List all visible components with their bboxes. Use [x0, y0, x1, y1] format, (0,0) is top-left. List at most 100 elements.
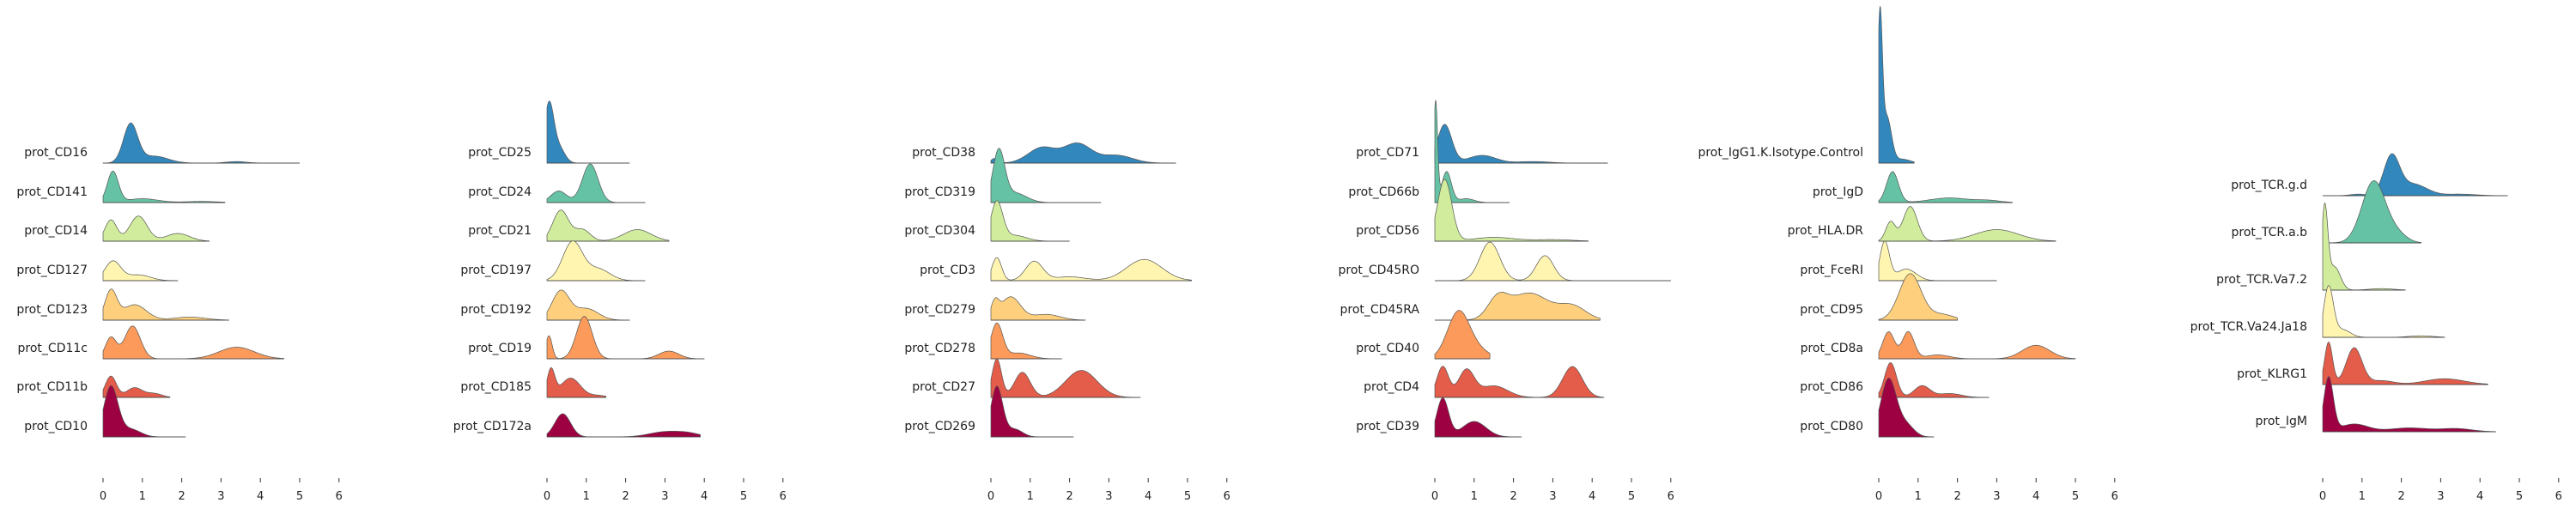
density-ridge: [546, 289, 630, 321]
row-label: prot_CD16: [24, 146, 88, 160]
density-ridge: [546, 413, 701, 438]
row-label: prot_CD304: [904, 224, 975, 238]
density-ridge: [1434, 124, 1608, 164]
ridgeline-panel: prot_CD38 prot_CD319 prot_CD304 prot_CD3pro…: [904, 142, 1230, 503]
ridgeline-panel: prot_CD25 prot_CD24 prot_CD21 prot_CD197pro…: [453, 100, 787, 503]
row-label: prot_IgD: [1813, 185, 1863, 199]
density-ridge: [2322, 202, 2406, 291]
row-label: prot_CD278: [904, 342, 975, 355]
row-label: prot_CD39: [1356, 420, 1419, 433]
density-ridge: [102, 288, 229, 321]
ridgeline-panel: prot_IgG1.K.Isotype.Control prot_IgD prot_…: [1698, 5, 2118, 503]
x-tick-label: 2: [2397, 490, 2404, 503]
row-label: prot_CD3: [920, 264, 975, 277]
density-ridge: [1878, 5, 1915, 164]
density-ridge: [990, 200, 1070, 242]
x-tick-label: 2: [622, 490, 629, 503]
row-label: prot_CD127: [16, 264, 88, 277]
x-tick-label: 1: [1915, 490, 1922, 503]
density-ridge: [102, 325, 285, 360]
density-ridge: [1434, 310, 1491, 360]
row-label: prot_HLA.DR: [1788, 224, 1864, 238]
row-label: prot_CD86: [1800, 380, 1863, 394]
row-label: prot_CD185: [460, 380, 532, 394]
row-label: prot_CD197: [460, 264, 532, 277]
row-label: prot_CD95: [1800, 303, 1863, 317]
row-label: prot_CD14: [24, 224, 88, 238]
ridgeline-panel: prot_CD16 prot_CD141 prot_CD14 prot_CD127pr…: [16, 122, 343, 503]
row-label: prot_CD269: [904, 420, 975, 433]
row-label: prot_CD11b: [16, 380, 88, 394]
row-label: prot_CD21: [468, 224, 532, 238]
row-label: prot_CD56: [1356, 224, 1419, 238]
density-ridge: [102, 122, 300, 164]
density-ridge: [1878, 378, 1935, 438]
x-tick-label: 6: [1668, 490, 1674, 503]
row-label: prot_IgM: [2256, 415, 2307, 428]
x-tick-label: 3: [661, 490, 668, 503]
x-tick-label: 2: [1066, 490, 1072, 503]
row-label: prot_CD71: [1356, 146, 1419, 160]
ridgeline-panel: prot_TCR.g.d prot_TCR.a.b prot_TCR.Va7.2pr…: [2190, 153, 2562, 503]
x-tick-label: 4: [1145, 490, 1151, 503]
row-label: prot_CD4: [1364, 380, 1419, 394]
row-label: prot_CD123: [16, 303, 88, 317]
row-label: prot_IgG1.K.Isotype.Control: [1698, 146, 1863, 160]
row-label: prot_CD172a: [453, 420, 532, 433]
row-label: prot_CD11c: [18, 342, 88, 355]
x-tick-label: 3: [217, 490, 224, 503]
x-tick-label: 6: [2555, 490, 2562, 503]
row-label: prot_TCR.g.d: [2231, 179, 2307, 192]
row-label: prot_CD141: [16, 185, 88, 199]
density-ridge: [1878, 240, 1997, 282]
density-ridge: [990, 142, 1176, 164]
density-ridge: [2322, 180, 2421, 244]
x-tick-label: 5: [1184, 490, 1191, 503]
density-ridge: [990, 358, 1141, 398]
density-ridge: [102, 375, 171, 398]
row-label: prot_CD38: [912, 146, 975, 160]
row-label: prot_CD25: [468, 146, 532, 160]
x-tick-label: 3: [1993, 490, 2000, 503]
density-ridge: [990, 322, 1062, 360]
row-label: prot_CD80: [1800, 420, 1863, 433]
x-tick-label: 2: [1510, 490, 1516, 503]
row-label: prot_CD8a: [1801, 342, 1863, 355]
x-tick-label: 6: [336, 490, 343, 503]
density-ridge: [2322, 376, 2496, 433]
density-ridge: [102, 215, 210, 242]
x-tick-label: 1: [1471, 490, 1478, 503]
x-tick-label: 6: [780, 490, 787, 503]
density-ridge: [1878, 273, 1958, 321]
x-tick-label: 4: [2032, 490, 2039, 503]
density-ridge: [102, 260, 179, 282]
row-label: prot_CD192: [460, 303, 532, 317]
density-ridge: [102, 170, 226, 203]
x-tick-label: 5: [1628, 490, 1635, 503]
x-tick-label: 0: [1431, 490, 1438, 503]
x-tick-label: 6: [1224, 490, 1230, 503]
density-ridge: [2322, 285, 2445, 338]
x-tick-label: 4: [1589, 490, 1595, 503]
row-label: prot_CD40: [1356, 342, 1419, 355]
density-ridge: [546, 367, 607, 398]
density-ridge: [546, 100, 630, 164]
density-ridge: [1434, 179, 1589, 242]
x-tick-label: 0: [544, 490, 550, 503]
x-tick-label: 6: [2111, 490, 2118, 503]
row-label: prot_CD27: [912, 380, 975, 394]
density-ridge: [1434, 366, 1605, 398]
x-tick-label: 1: [139, 490, 146, 503]
x-tick-label: 5: [740, 490, 747, 503]
density-ridge: [1878, 206, 2057, 242]
density-ridge: [546, 163, 646, 203]
x-tick-label: 4: [701, 490, 708, 503]
x-tick-label: 4: [2476, 490, 2483, 503]
x-tick-label: 5: [2516, 490, 2523, 503]
x-tick-label: 3: [1105, 490, 1112, 503]
x-tick-label: 5: [2072, 490, 2079, 503]
x-tick-label: 1: [1027, 490, 1034, 503]
x-tick-label: 3: [2437, 490, 2444, 503]
density-ridge: [546, 209, 670, 242]
